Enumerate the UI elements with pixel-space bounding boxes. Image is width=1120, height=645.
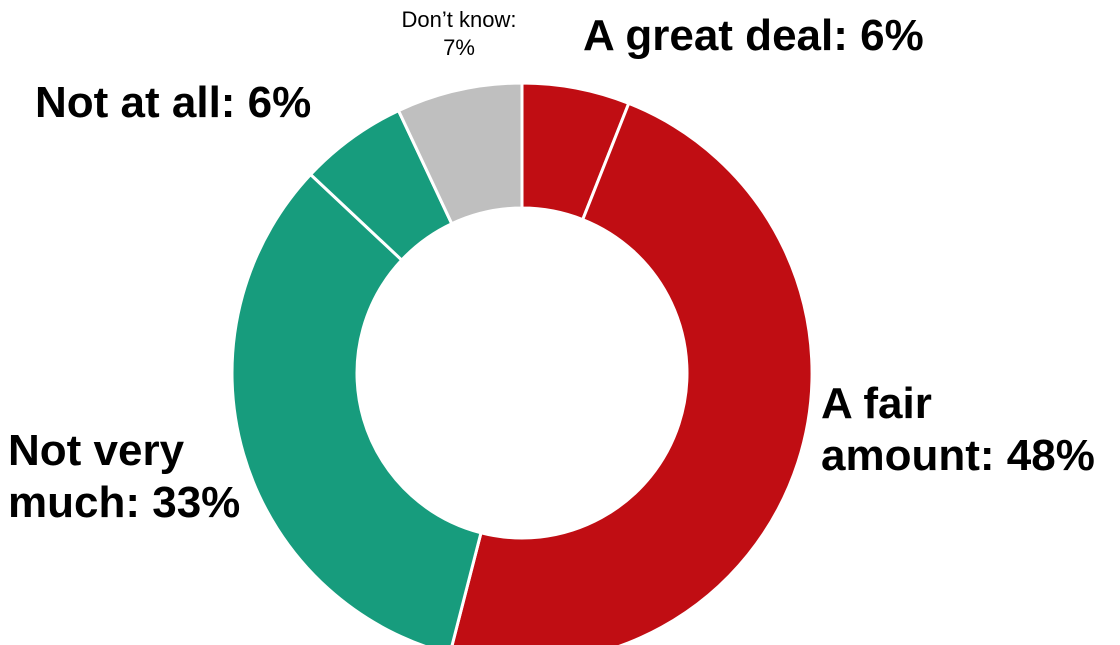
slice-label-dont-know: Don’t know: 7% xyxy=(364,6,554,62)
donut-slice-a-fair-amount xyxy=(450,101,814,645)
slice-label-a-fair-amount-line1: A fair xyxy=(821,379,932,428)
slice-label-a-fair-amount: A fair amount: 48% xyxy=(821,378,1095,482)
slice-label-dont-know-line2: 7% xyxy=(443,35,475,60)
slice-label-not-very-much-line2: much: 33% xyxy=(8,478,241,527)
donut-slice-not-very-much xyxy=(230,172,483,645)
slice-label-dont-know-line1: Don’t know: xyxy=(401,7,517,32)
slice-label-not-very-much-line1: Not very xyxy=(8,426,185,475)
slice-label-a-great-deal: A great deal: 6% xyxy=(583,10,924,62)
slice-label-not-at-all: Not at all: 6% xyxy=(35,77,311,129)
donut-slice-don-t-know xyxy=(397,81,524,226)
slice-label-a-fair-amount-line2: amount: 48% xyxy=(821,431,1095,480)
slice-label-not-at-all-text: Not at all: 6% xyxy=(35,78,312,127)
slice-label-a-great-deal-text: A great deal: 6% xyxy=(583,11,924,60)
slice-label-not-very-much: Not very much: 33% xyxy=(8,425,240,529)
